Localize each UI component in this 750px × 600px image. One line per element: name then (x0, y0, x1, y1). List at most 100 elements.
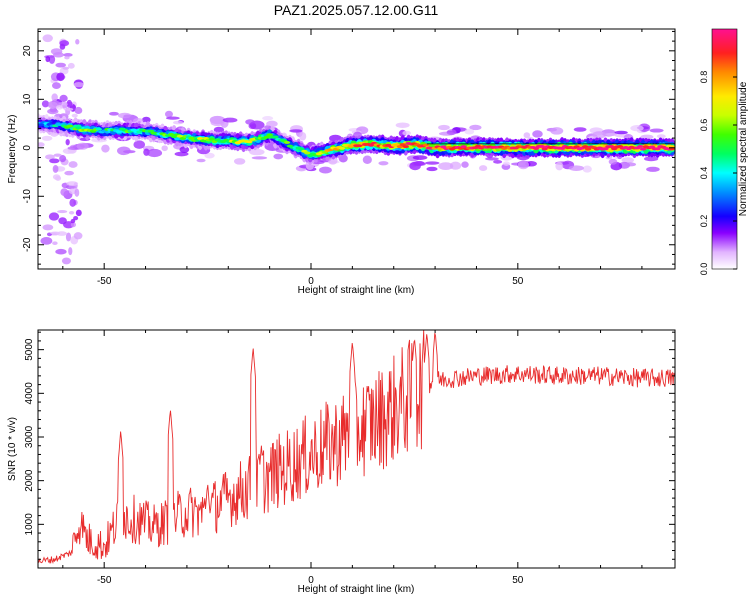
spectrogram-halo-cell (38, 142, 45, 147)
colorbar-tick-label: 0.2 (699, 215, 709, 228)
spectrogram-noise-cell (70, 218, 76, 224)
spectrogram-ridge-cell (208, 137, 215, 141)
spectrogram-halo-cell (446, 129, 457, 136)
spectrogram-ticks: -50 0 50 -20 -10 0 10 20 (22, 29, 675, 287)
snr-ytick-label: 5000 (24, 338, 35, 361)
spectrogram-ridge-cell (654, 147, 661, 151)
spectrogram-noise-cell (52, 241, 58, 246)
spectrogram-ridge-cell (263, 135, 270, 139)
spectrogram-ridge-cell (608, 145, 615, 148)
spectrogram-halo-cell (266, 120, 278, 128)
colorbar-label: Normalized spectral amplitude (738, 81, 749, 216)
spectrogram-ytick-label: 10 (22, 93, 33, 105)
spectrogram-ridge-cell (304, 151, 311, 155)
spectrogram-ridge-cell (538, 144, 546, 148)
spectrogram-halo-cell (461, 161, 469, 168)
spectrogram-halo-cell (165, 116, 180, 120)
spectrogram-noise-cell (51, 93, 58, 102)
spectrogram-noise-cell (73, 81, 84, 88)
spectrogram-ridge-cell (266, 133, 273, 137)
spectrogram-noise-cell (56, 72, 65, 82)
spectrogram-halo-cell (204, 152, 215, 159)
spectrogram-noise-cell (65, 138, 70, 146)
spectrogram-noise-cell (52, 82, 61, 90)
spectrogram-xtick-label: -50 (97, 276, 112, 287)
spectrogram-halo-cell (649, 128, 664, 133)
spectrogram-noise-cell (73, 215, 79, 221)
spectrogram-noise-cell (59, 40, 70, 47)
spectrogram-noise-cell (65, 232, 72, 242)
spectrogram-halo-cell (592, 131, 607, 139)
spectrogram-ridge-cell (637, 145, 644, 148)
spectrogram-halo-cell (56, 105, 63, 110)
spectrogram-halo-cell (402, 130, 411, 136)
spectrogram-halo-cell (41, 135, 53, 141)
spectrogram-ridge-cell (95, 127, 103, 131)
spectrogram-halo-cell (262, 116, 274, 121)
spectrogram-noise-cell (48, 212, 60, 221)
spectrogram-halo-cell (251, 156, 268, 160)
spectrogram-noise-cell (60, 188, 69, 197)
spectrogram-halo-cell (614, 130, 628, 135)
spectrogram-noise-cell (53, 153, 62, 157)
spectrogram-ridge-cell (639, 147, 647, 151)
spectrogram-halo-cell (532, 130, 543, 138)
spectrogram-noise-cell (52, 165, 59, 173)
spectrogram-noise-cell (74, 106, 83, 115)
spectrogram-halo-cell (573, 127, 587, 132)
spectrogram-halo-cell (410, 161, 426, 167)
spectrogram-noise-cell (68, 211, 75, 215)
spectrogram-ridge-cell (66, 124, 74, 128)
spectrogram-noise-cell (66, 99, 73, 108)
spectrogram-halo-cell (438, 162, 454, 171)
colorbar-tick-label: 0.6 (699, 119, 709, 132)
spectrogram-halo-cell (426, 166, 438, 172)
spectrogram-halo-cell (161, 145, 168, 152)
spectrogram-ridge-cell (532, 147, 540, 150)
spectrogram-halo-cell (621, 157, 634, 164)
spectrogram-noise-cell (49, 158, 60, 164)
spectrogram-noise-cell (68, 247, 73, 256)
spectrogram-halo-cell (378, 161, 389, 166)
spectrogram-halo-cell (117, 112, 132, 119)
colorbar-gradient (711, 28, 738, 270)
colorbar-tick-label: 0.0 (699, 263, 709, 276)
spectrogram-halo-cell (582, 165, 592, 173)
spectrogram-noise-cell (66, 181, 79, 187)
spectrogram-halo-cell (502, 161, 510, 166)
spectrogram-halo-cell (550, 127, 564, 135)
spectrogram-noise-cell (45, 56, 51, 63)
spectrogram-noise-cell (45, 154, 55, 160)
spectrogram-halo-cell (425, 161, 440, 165)
spectrogram-noise-cell (42, 34, 53, 43)
spectrogram-ytick-label: -10 (22, 189, 33, 204)
spectrogram-ridge-cell (541, 147, 548, 151)
spectrogram-ridge-cell (176, 134, 184, 138)
spectrogram-ylabel: Frequency (Hz) (7, 115, 18, 184)
colorbar: 0.0 0.2 0.4 0.6 0.8 Normalized spectral ampl… (699, 28, 749, 276)
spectrogram-frame (37, 28, 676, 270)
spectrogram-halo-cell (479, 165, 488, 172)
spectrogram-xtick-label: 0 (308, 276, 314, 287)
spectrogram-ridge-cell (460, 145, 467, 149)
spectrogram-ridge-cell (38, 123, 45, 127)
spectrogram-halo-cell (646, 166, 660, 172)
spectrogram-halo-cell (76, 142, 89, 150)
spectrogram-noise-cell (55, 62, 66, 68)
spectrogram-ridge-cell (402, 145, 409, 149)
snr-ytick-label: 4000 (24, 382, 35, 405)
spectrogram-ridge-cell (199, 139, 207, 143)
spectrogram-halo-cell (101, 144, 110, 153)
spectrogram-noise-cell (56, 231, 68, 236)
spectrogram-halo-cell (233, 158, 246, 165)
spectrogram-noise-cell (55, 248, 67, 255)
spectrogram-noise-cell (74, 188, 80, 197)
spectrogram-ytick-label: -20 (22, 237, 33, 252)
spectrogram-ridge-cell (115, 130, 123, 134)
spectrogram-noise-cell (42, 224, 54, 231)
spectrogram-halo-cell (146, 148, 163, 158)
spectrogram-halo-cell (319, 166, 332, 174)
spectrogram-ridge-cell (246, 140, 253, 144)
spectrogram-ridge-cell (298, 147, 305, 151)
spectrogram-halo-cell (523, 132, 531, 139)
